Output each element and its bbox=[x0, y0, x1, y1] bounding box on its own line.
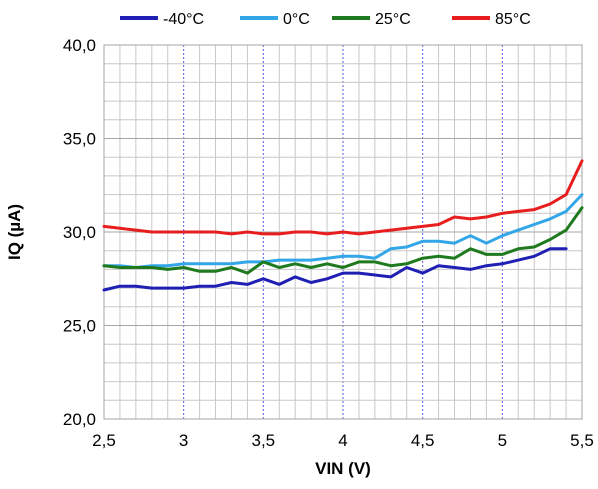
series-line bbox=[102, 247, 568, 292]
plot-area-frame bbox=[103, 44, 583, 420]
x-tick-label: 3 bbox=[179, 431, 188, 450]
x-axis-title: VIN (V) bbox=[315, 459, 371, 478]
series-lines bbox=[102, 159, 584, 292]
legend-label: -40°C bbox=[163, 11, 204, 28]
x-tick-label: 5 bbox=[498, 431, 507, 450]
x-tick-label: 3,5 bbox=[252, 431, 276, 450]
y-tick-label: 25,0 bbox=[63, 317, 96, 336]
y-tick-label: 35,0 bbox=[63, 130, 96, 149]
y-axis-title: IQ (µA) bbox=[5, 204, 24, 260]
y-tick-label: 30,0 bbox=[63, 223, 96, 242]
x-tick-label: 4 bbox=[338, 431, 347, 450]
x-tick-label: 2,5 bbox=[92, 431, 116, 450]
x-axis-tick-labels: 2,5 3 3,5 4 4,5 5 5,5 bbox=[92, 431, 594, 450]
x-tick-label: 4,5 bbox=[411, 431, 435, 450]
legend-label: 0°C bbox=[283, 11, 310, 28]
y-tick-label: 20,0 bbox=[63, 410, 96, 429]
x-tick-label: 5,5 bbox=[570, 431, 594, 450]
series-line bbox=[102, 159, 584, 236]
y-tick-label: 40,0 bbox=[63, 36, 96, 55]
series-line bbox=[102, 193, 584, 269]
series-line bbox=[102, 206, 584, 275]
legend-label: 85°C bbox=[495, 11, 531, 28]
legend-label: 25°C bbox=[375, 11, 411, 28]
legend: -40°C 0°C 25°C 85°C bbox=[120, 11, 531, 28]
y-axis-tick-labels: 20,0 25,0 30,0 35,0 40,0 bbox=[63, 36, 96, 429]
